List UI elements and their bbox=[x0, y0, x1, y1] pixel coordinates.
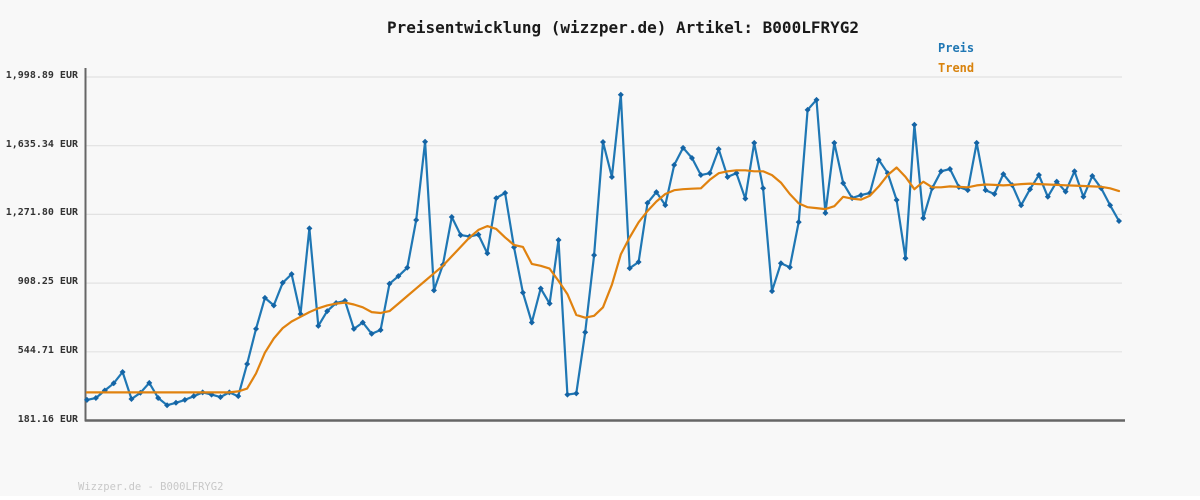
chart-legend: Preis Trend bbox=[938, 38, 974, 78]
y-tick-label: 1,998.89 EUR bbox=[5, 70, 78, 81]
y-tick-label: 544.71 EUR bbox=[17, 344, 78, 356]
legend-item-preis: Preis bbox=[938, 41, 975, 55]
series-markers-preis bbox=[84, 91, 1122, 409]
y-tick-label: 1,635.34 EUR bbox=[5, 138, 78, 150]
legend-item-trend: Trend bbox=[938, 61, 975, 75]
watermark-text: Wizzper.de - B000LFRYG2 bbox=[78, 481, 224, 493]
y-tick-label: 1,271.80 EUR bbox=[5, 207, 78, 219]
chart-title: Preisentwicklung (wizzper.de) Artikel: B… bbox=[386, 18, 859, 37]
y-tick-label: 181.16 EUR bbox=[17, 413, 78, 425]
y-tick-label: 908.25 EUR bbox=[17, 276, 78, 288]
bottom-strip bbox=[0, 496, 1200, 500]
series-line-trend bbox=[85, 166, 1121, 394]
